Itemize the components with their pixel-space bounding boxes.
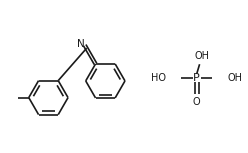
Text: HO: HO (151, 73, 166, 83)
Text: O: O (193, 97, 200, 106)
Text: N: N (77, 39, 85, 49)
Text: OH: OH (227, 73, 242, 83)
Text: OH: OH (194, 51, 209, 61)
Text: P: P (193, 73, 200, 83)
